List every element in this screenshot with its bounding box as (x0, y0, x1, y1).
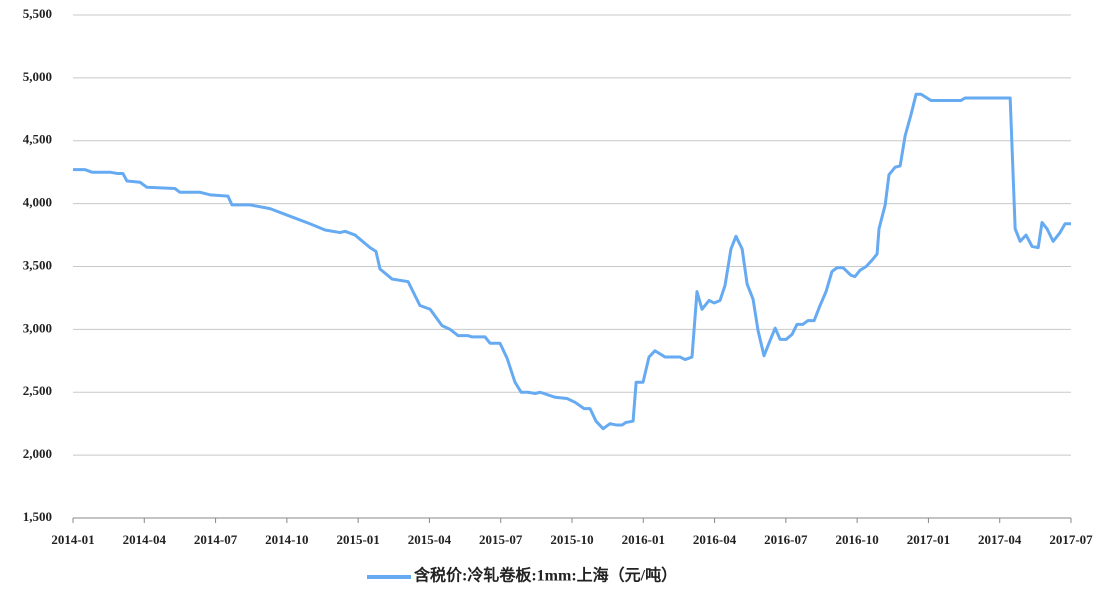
y-tick-label: 4,000 (23, 195, 52, 210)
y-tick-label: 5,500 (23, 6, 52, 21)
x-tick-label: 2017-07 (1049, 532, 1093, 547)
y-tick-label: 2,500 (23, 383, 52, 398)
x-tick-label: 2014-01 (51, 532, 94, 547)
x-tick-label: 2016-04 (693, 532, 737, 547)
x-tick-label: 2014-07 (194, 532, 238, 547)
y-tick-label: 2,000 (23, 446, 52, 461)
x-tick-label: 2015-01 (336, 532, 379, 547)
legend-label: 含税价:冷轧卷板:1mm:上海（元/吨） (414, 566, 677, 585)
line-series (73, 92, 1071, 431)
x-tick-label: 2015-07 (479, 532, 523, 547)
x-tick-label: 2016-01 (622, 532, 665, 547)
y-tick-label: 3,500 (23, 257, 52, 272)
y-tick-label: 3,000 (23, 320, 52, 335)
x-tick-label: 2017-01 (907, 532, 950, 547)
x-tick-label: 2016-10 (835, 532, 878, 547)
y-tick-label: 4,500 (23, 132, 52, 147)
y-tick-label: 5,000 (23, 69, 52, 84)
x-tick-label: 2016-07 (764, 532, 808, 547)
y-tick-label: 1,500 (23, 509, 52, 524)
x-tick-label: 2017-04 (978, 532, 1022, 547)
x-tick-label: 2015-04 (408, 532, 452, 547)
x-tick-label: 2014-10 (265, 532, 308, 547)
x-tick-label: 2015-10 (550, 532, 593, 547)
x-tick-label: 2014-04 (123, 532, 167, 547)
